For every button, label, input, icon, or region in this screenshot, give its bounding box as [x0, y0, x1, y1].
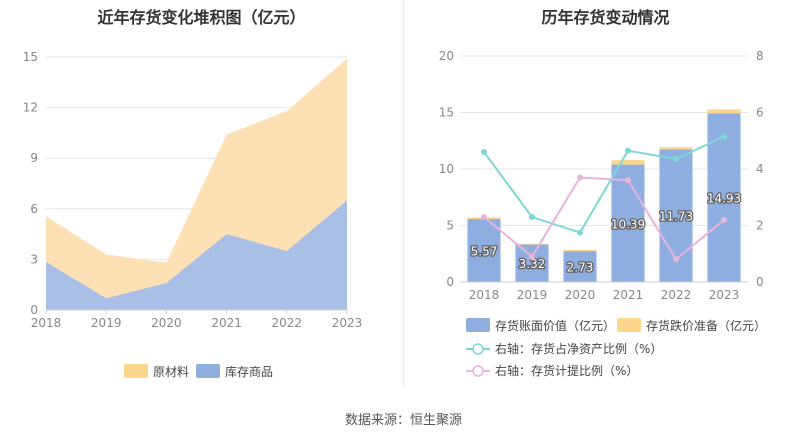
right-legend-swatch — [617, 318, 641, 332]
line-point — [673, 256, 679, 263]
left-x-tick-label: 2019 — [91, 316, 122, 330]
left-chart-title: 近年存货变化堆积图（亿元） — [97, 8, 306, 27]
left-legend: 原材料 库存商品 — [124, 364, 273, 379]
line-point — [721, 216, 727, 223]
line-point — [577, 174, 583, 181]
right-right-tick-label: 0 — [756, 275, 764, 289]
right-legend-swatch — [466, 318, 490, 332]
right-right-tick-label: 8 — [756, 49, 764, 63]
left-y-tick-label: 0 — [30, 303, 38, 317]
bar-impairment-reserve — [707, 109, 741, 114]
bar-impairment-reserve — [563, 250, 597, 252]
left-x-tick-label: 2022 — [272, 316, 303, 330]
right-left-tick-label: 15 — [439, 106, 454, 120]
left-legend-label: 库存商品 — [225, 364, 273, 379]
right-x-tick-label: 2022 — [661, 288, 692, 302]
line-point — [529, 214, 535, 221]
line-point — [481, 214, 487, 221]
panel-divider — [403, 0, 404, 388]
right-right-tick-label: 2 — [756, 219, 764, 233]
bar-data-label: 11.73 — [659, 210, 693, 224]
right-legend-label: 右轴：存货占净资产比例（%） — [495, 341, 662, 356]
line-provision-ratio — [483, 176, 725, 261]
right-lines — [481, 133, 727, 263]
right-left-tick-label: 5 — [446, 219, 454, 233]
bar-book-value — [467, 219, 501, 282]
right-x-tick-label: 2019 — [517, 288, 548, 302]
right-legend-marker — [472, 343, 484, 355]
left-areas — [46, 58, 347, 310]
bar-data-label: 2.73 — [567, 261, 594, 275]
bar-book-value — [563, 251, 597, 282]
bar-book-value — [515, 244, 549, 282]
right-grid — [460, 55, 748, 226]
right-legend-label: 存货账面价值（亿元） — [495, 318, 615, 333]
line-point — [481, 149, 487, 156]
left-x-tick-label: 2018 — [31, 316, 62, 330]
left-y-tick-label: 9 — [30, 151, 38, 165]
bar-data-label: 3.32 — [519, 257, 546, 271]
left-legend-swatch — [124, 364, 148, 378]
left-legend-swatch — [196, 364, 220, 378]
area-series-inventory-goods — [46, 200, 347, 310]
left-y-tick-label: 6 — [30, 202, 38, 216]
line-inventory-to-net-assets — [483, 135, 725, 234]
line-point — [673, 156, 679, 163]
bar-data-label: 10.39 — [611, 217, 645, 231]
right-legend-marker — [472, 365, 484, 377]
right-axes: 0 5 10 15 20 0 2 4 6 8 2018 2019 2020 2021 2022 2023 — [439, 49, 764, 302]
left-x-tick-label: 2020 — [151, 316, 182, 330]
bar-impairment-reserve — [611, 160, 645, 165]
right-x-tick-label: 2023 — [709, 288, 740, 302]
bar-impairment-reserve — [659, 147, 693, 150]
right-left-tick-label: 10 — [439, 162, 454, 176]
left-y-tick-label: 12 — [23, 101, 38, 115]
left-x-tick-label: 2023 — [332, 316, 363, 330]
right-x-tick-label: 2018 — [469, 288, 500, 302]
right-legend-label: 存货跌价准备（亿元） — [646, 318, 766, 333]
right-right-tick-label: 6 — [756, 106, 764, 120]
left-y-tick-label: 15 — [23, 50, 38, 64]
left-legend-label: 原材料 — [153, 365, 189, 379]
right-bars: 5.57 3.32 2.73 10.39 11.73 14.93 — [467, 109, 742, 282]
left-y-tick-label: 3 — [30, 252, 38, 266]
bar-book-value — [611, 164, 645, 282]
right-chart-title: 历年存货变动情况 — [541, 8, 670, 27]
bar-data-label: 5.57 — [471, 245, 498, 259]
left-axes: 0 3 6 9 12 15 2018 2019 2020 2021 2022 2023 — [23, 50, 363, 330]
bar-impairment-reserve — [515, 243, 549, 245]
right-x-tick-label: 2021 — [613, 288, 644, 302]
line-point — [625, 177, 631, 184]
right-x-tick-label: 2020 — [565, 288, 596, 302]
line-point — [577, 229, 583, 236]
data-source-note: 数据来源：恒生聚源 — [344, 413, 462, 428]
line-point — [625, 147, 631, 154]
left-x-tick-label: 2021 — [211, 316, 242, 330]
right-left-tick-label: 20 — [439, 49, 454, 63]
bar-data-label: 14.93 — [707, 192, 741, 206]
right-left-tick-label: 0 — [446, 275, 454, 289]
right-legend: 存货账面价值（亿元） 存货跌价准备（亿元） 右轴：存货占净资产比例（%） 右轴：存货计… — [466, 318, 766, 378]
line-point — [529, 253, 535, 260]
right-legend-label: 右轴：存货计提比例（%） — [495, 363, 638, 378]
right-right-tick-label: 4 — [756, 162, 764, 176]
area-series-raw-materials — [46, 58, 347, 299]
line-point — [721, 133, 727, 140]
